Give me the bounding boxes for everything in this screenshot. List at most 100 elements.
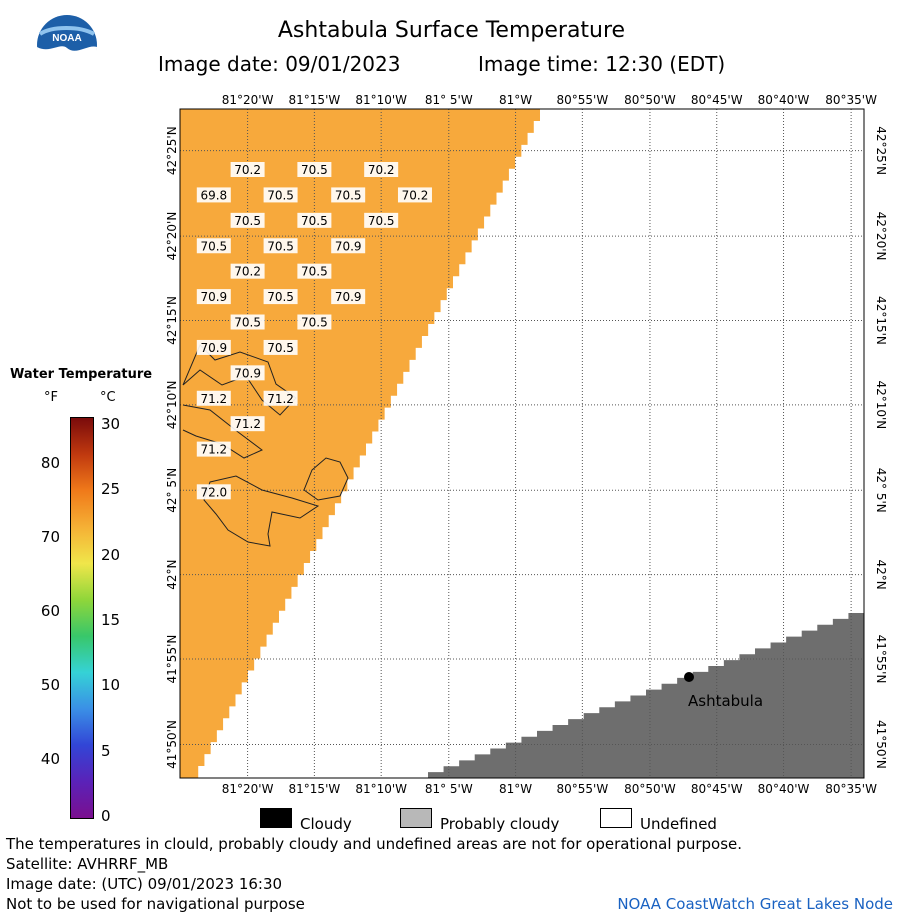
temperature-label-box <box>230 314 265 330</box>
temperature-label-box <box>297 263 332 279</box>
temperature-label-box <box>297 162 332 178</box>
temperature-label-box <box>297 212 332 228</box>
legend-tick-c: 10 <box>101 676 121 695</box>
longitude-label-top: 81°W <box>499 93 532 107</box>
image-time: Image time: 12:30 (EDT) <box>478 52 726 76</box>
temperature-label: 69.8 <box>200 188 227 202</box>
latitude-label-left: 42°20'N <box>165 212 179 261</box>
temperature-label-box <box>364 162 399 178</box>
temperature-label: 70.9 <box>335 239 362 253</box>
latitude-label-right: 42°25'N <box>874 126 888 175</box>
lake-water-area <box>180 109 540 778</box>
noaa-logo: NOAA <box>36 14 98 77</box>
temperature-label-box <box>331 289 366 305</box>
navigation-note: Not to be used for navigational purpose <box>6 895 305 913</box>
temperature-label: 71.2 <box>234 417 261 431</box>
latitude-label-right: 42° 5'N <box>874 468 888 513</box>
latitude-label-left: 42° 5'N <box>165 468 179 513</box>
temperature-label: 71.2 <box>200 392 227 406</box>
temperature-label-box <box>297 314 332 330</box>
latitude-label-left: 42°25'N <box>165 126 179 175</box>
temperature-label-box <box>331 187 366 203</box>
latitude-label-left: 41°55'N <box>165 635 179 684</box>
latitude-label-right: 41°55'N <box>874 635 888 684</box>
disclaimer-note: The temperatures in clould, probably clo… <box>6 835 743 853</box>
image-date: Image date: 09/01/2023 <box>158 52 401 76</box>
cloud-key: Cloudy Probably cloudy Undefined <box>258 808 818 838</box>
temperature-label-box <box>196 289 231 305</box>
longitude-label-bottom: 80°45'W <box>691 782 743 796</box>
probably-cloudy-label: Probably cloudy <box>440 815 560 833</box>
temperature-label: 70.5 <box>301 163 328 177</box>
credit-label: NOAA CoastWatch Great Lakes Node <box>617 895 893 913</box>
longitude-label-bottom: 81°15'W <box>289 782 341 796</box>
utc-date-note: Image date: (UTC) 09/01/2023 16:30 <box>6 875 283 893</box>
longitude-label-top: 80°40'W <box>758 93 810 107</box>
temperature-label: 70.5 <box>234 214 261 228</box>
latitude-label-right: 42°20'N <box>874 212 888 261</box>
temperature-label-box <box>230 416 265 432</box>
latitude-label-left: 42°N <box>165 560 179 590</box>
cloudy-swatch <box>260 808 292 828</box>
temperature-label: 70.2 <box>234 163 261 177</box>
latitude-label-left: 42°10'N <box>165 380 179 429</box>
legend-tick-c: 20 <box>101 545 121 564</box>
temperature-label-box <box>331 238 366 254</box>
legend-tick-c: 5 <box>101 741 111 760</box>
temperature-label-box <box>263 390 298 406</box>
temperature-label: 70.5 <box>368 214 395 228</box>
longitude-label-top: 81°15'W <box>289 93 341 107</box>
latitude-label-left: 42°15'N <box>165 296 179 345</box>
map-title: Ashtabula Surface Temperature <box>277 18 626 43</box>
map-frame <box>179 108 865 779</box>
temperature-label: 71.2 <box>200 443 227 457</box>
temperature-label: 70.5 <box>267 239 294 253</box>
legend-tick-c: 0 <box>101 806 111 825</box>
land-area <box>428 613 864 778</box>
longitude-label-bottom: 81°W <box>499 782 532 796</box>
longitude-label-bottom: 80°55'W <box>557 782 609 796</box>
temperature-label-box <box>196 441 231 457</box>
latitude-label-right: 42°10'N <box>874 380 888 429</box>
temperature-label: 70.5 <box>301 316 328 330</box>
temperature-label-box <box>196 339 231 355</box>
temperature-label: 70.5 <box>301 265 328 279</box>
probably-cloudy-swatch <box>400 808 432 828</box>
temperature-label-box <box>230 212 265 228</box>
temperature-label-box <box>230 162 265 178</box>
temperature-label-box <box>263 339 298 355</box>
temperature-label: 70.5 <box>234 316 261 330</box>
legend-tick-c: 25 <box>101 480 121 499</box>
temperature-label: 70.5 <box>335 188 362 202</box>
legend-tick-c: 15 <box>101 610 121 629</box>
temperature-label: 70.5 <box>200 239 227 253</box>
temperature-label: 71.2 <box>267 392 294 406</box>
legend-tick-f: 80 <box>40 454 60 472</box>
temperature-label: 70.9 <box>335 290 362 304</box>
temperature-label-box <box>196 390 231 406</box>
legend-title: Water Temperature <box>10 367 153 382</box>
temperature-label: 70.9 <box>200 341 227 355</box>
longitude-label-bottom: 81° 5'W <box>425 782 473 796</box>
latitude-label-right: 41°50'N <box>874 720 888 769</box>
temperature-label-box <box>263 289 298 305</box>
temperature-label-box <box>196 484 231 500</box>
latitude-label-right: 42°15'N <box>874 296 888 345</box>
longitude-label-top: 80°50'W <box>624 93 676 107</box>
undefined-swatch <box>600 808 632 828</box>
longitude-label-bottom: 81°20'W <box>222 782 274 796</box>
longitude-label-top: 81°20'W <box>222 93 274 107</box>
temperature-label: 70.5 <box>267 341 294 355</box>
isotherm-contour <box>303 457 349 501</box>
longitude-label-top: 80°35'W <box>825 93 877 107</box>
isotherm-contour <box>182 344 297 416</box>
legend-tick-f: 50 <box>40 676 60 694</box>
legend-tick-f: 60 <box>40 602 60 620</box>
longitude-label-bottom: 80°35'W <box>825 782 877 796</box>
latitude-label-right: 42°N <box>874 560 888 590</box>
undefined-label: Undefined <box>640 815 717 833</box>
temperature-label: 70.9 <box>200 290 227 304</box>
temperature-label: 70.2 <box>368 163 395 177</box>
temperature-label: 72.0 <box>200 485 227 499</box>
